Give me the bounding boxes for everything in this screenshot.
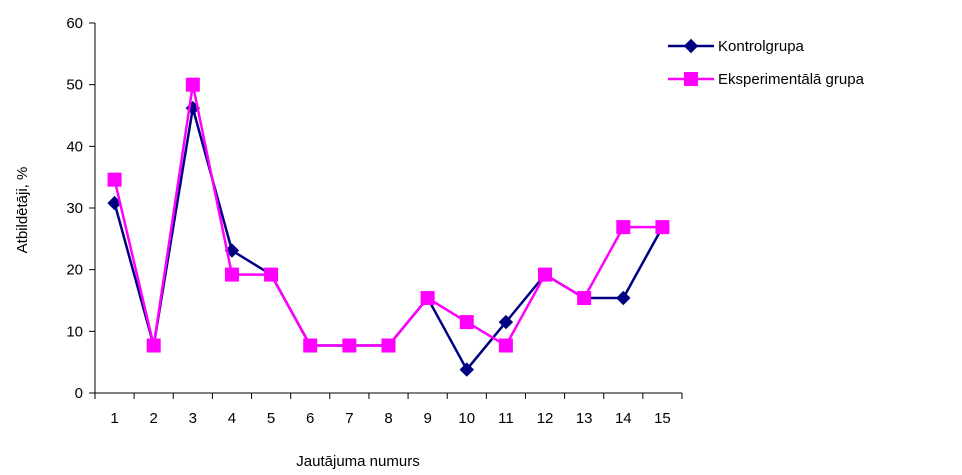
series-line (113, 107, 664, 372)
x-tick-label: 4 (228, 410, 236, 427)
data-point-marker (381, 338, 396, 353)
legend-marker (683, 38, 699, 54)
y-tick-label: 60 (66, 15, 83, 32)
data-point-marker (185, 77, 200, 92)
x-tick-label: 14 (615, 410, 632, 427)
data-point-marker (264, 267, 279, 282)
legend-item: Eksperimentālā grupa (668, 71, 865, 88)
x-tick-label: 5 (267, 410, 275, 427)
x-tick-label: 1 (110, 410, 118, 427)
data-point-marker (107, 172, 122, 187)
data-point-marker (616, 290, 631, 306)
data-point-marker (655, 220, 670, 235)
x-tick-label: 2 (150, 410, 158, 427)
y-tick-label: 10 (66, 323, 83, 340)
data-point-marker (224, 267, 239, 282)
x-tick-label: 10 (458, 410, 475, 427)
legend-label: Kontrolgrupa (718, 38, 805, 55)
y-tick-label: 30 (66, 200, 83, 217)
x-tick-label: 3 (189, 410, 197, 427)
data-point-marker (459, 315, 474, 330)
x-tick-label: 15 (654, 410, 671, 427)
series-layer (107, 77, 670, 377)
y-tick-label: 20 (66, 262, 83, 279)
data-point-marker (146, 338, 161, 353)
data-point-marker (616, 220, 631, 235)
series-2 (107, 77, 670, 353)
legend-marker (684, 72, 698, 86)
y-tick-label: 50 (66, 77, 83, 94)
x-tick-label: 9 (423, 410, 431, 427)
y-axis-title: Atbildētāji, % (14, 167, 31, 254)
y-tick-label: 0 (75, 385, 83, 402)
x-tick-label: 12 (537, 410, 554, 427)
data-point-marker (303, 338, 318, 353)
legend: Kontrolgrupa Eksperimentālā grupa (668, 38, 865, 88)
series-1 (107, 100, 670, 377)
data-point-marker (342, 338, 357, 353)
legend-label: Eksperimentālā grupa (718, 71, 865, 88)
data-point-marker (420, 291, 435, 306)
data-point-marker (459, 362, 474, 377)
x-tick-label: 11 (498, 410, 514, 427)
legend-item: Kontrolgrupa (668, 38, 805, 55)
x-tick-label: 6 (306, 410, 314, 427)
x-axis-title: Jautājuma numurs (296, 453, 419, 470)
data-point-marker (498, 338, 513, 353)
data-point-marker (577, 291, 592, 306)
x-tick-label: 13 (576, 410, 593, 427)
x-tick-label: 7 (345, 410, 353, 427)
axes (94, 23, 682, 394)
data-point-marker (538, 267, 553, 282)
data-point-marker (498, 314, 514, 330)
y-tick-label: 40 (66, 138, 83, 155)
x-tick-label: 8 (384, 410, 392, 427)
